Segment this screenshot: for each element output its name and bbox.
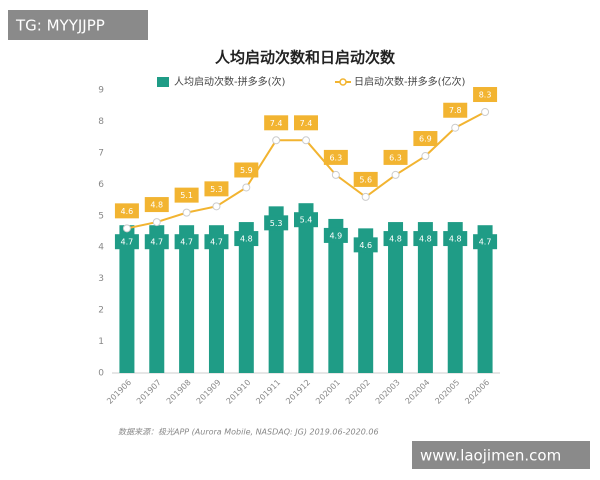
bar (417, 222, 433, 373)
line-label: 6.3 (389, 153, 402, 162)
bar (447, 222, 463, 373)
y-tick-label: 8 (98, 117, 104, 127)
line-label-box (264, 115, 289, 131)
line-point (391, 170, 400, 179)
line-label: 4.8 (150, 201, 163, 210)
line-label: 7.4 (270, 119, 283, 128)
legend-label: 人均启动次数-拼多多(次) (174, 75, 286, 88)
line-label: 6.9 (419, 135, 432, 144)
bar-label: 4.7 (150, 238, 163, 247)
bar-label: 4.8 (240, 235, 253, 244)
line-label: 5.1 (180, 191, 193, 200)
bar-label-box (234, 231, 259, 247)
bar-label: 5.4 (300, 216, 313, 225)
bar-label-box (443, 231, 468, 247)
bar-label: 4.7 (121, 238, 134, 247)
y-tick-label: 3 (98, 274, 104, 284)
bar (388, 222, 404, 373)
bar-label-box (114, 234, 139, 250)
y-tick-label: 5 (98, 211, 104, 221)
bar-label: 4.7 (479, 238, 492, 247)
line-point (272, 136, 281, 145)
bar (119, 225, 135, 373)
line-label: 8.3 (479, 91, 492, 100)
line-point (361, 192, 370, 201)
y-tick-label: 0 (98, 369, 104, 379)
watermark: TG: MYYJJPP (15, 17, 105, 35)
bar-label-box (353, 237, 378, 253)
bar-label: 4.9 (329, 231, 342, 240)
line-point (242, 183, 251, 192)
bar-label: 4.8 (449, 235, 462, 244)
bar-label-box (174, 234, 199, 250)
line-label: 5.6 (359, 175, 372, 184)
line-point (182, 208, 191, 217)
bar (238, 222, 254, 373)
line-point (302, 136, 310, 145)
line-label-box (114, 203, 139, 219)
chart-title: 人均启动次数和日启动次数 (215, 49, 396, 67)
line-label: 7.4 (300, 119, 313, 128)
y-tick-label: 2 (98, 306, 104, 316)
bar (179, 225, 195, 373)
line-label-box (443, 102, 468, 118)
line-label: 6.3 (329, 153, 342, 162)
bar (149, 225, 165, 373)
bar-label-box (204, 234, 229, 250)
line-point (212, 202, 221, 211)
bar (208, 225, 224, 373)
bar-label: 4.6 (359, 241, 372, 250)
bar (268, 206, 284, 373)
line-label: 5.3 (210, 185, 223, 194)
bar-label-box (144, 234, 169, 250)
line-label-box (413, 131, 438, 147)
bar-label: 4.7 (210, 238, 223, 247)
legend-label: 日启动次数-拼多多(亿次) (354, 75, 466, 88)
watermark: www.laojimen.com (420, 447, 561, 465)
legend-swatch (157, 77, 169, 87)
line-label-box (323, 149, 348, 165)
bar-label-box (323, 227, 348, 243)
y-tick-label: 9 (98, 86, 104, 96)
source-note: 数据来源：极光APP (Aurora Mobile, NASDAQ: JG) 2… (118, 428, 379, 437)
bar-label: 4.8 (389, 235, 402, 244)
bar-label-box (383, 231, 408, 247)
bar (328, 218, 344, 373)
line-label: 5.9 (240, 166, 253, 175)
line-label-box (473, 87, 498, 103)
line-label-box (144, 197, 169, 213)
line-label-box (383, 149, 408, 165)
line-point (152, 218, 161, 227)
line-label: 7.8 (449, 106, 462, 115)
line-point (122, 224, 131, 233)
watermark-box (412, 441, 590, 469)
y-tick-label: 1 (98, 337, 104, 347)
line-label-box (174, 187, 199, 203)
line-label: 4.6 (121, 207, 134, 216)
bar-label-box (294, 212, 318, 228)
line-label-box (294, 115, 318, 131)
bar (477, 225, 493, 373)
line-point (331, 170, 340, 179)
line-label-box (204, 181, 229, 197)
line-label-box (353, 171, 378, 187)
watermark-box (8, 10, 148, 40)
line-label-box (234, 162, 259, 178)
line-point (481, 108, 490, 117)
y-tick-label: 7 (98, 148, 104, 158)
bar (358, 228, 374, 373)
y-tick-label: 4 (98, 243, 104, 253)
y-tick-label: 6 (98, 180, 104, 190)
bar (298, 203, 314, 373)
bar-label-box (473, 234, 498, 250)
bar-label: 5.3 (270, 219, 283, 228)
line-point (451, 123, 460, 132)
bar-label-box (413, 231, 438, 247)
line-point (421, 152, 430, 161)
legend-swatch (339, 78, 347, 86)
bar-label-box (264, 215, 289, 231)
bar-label: 4.8 (419, 235, 432, 244)
bar-label: 4.7 (180, 238, 193, 247)
